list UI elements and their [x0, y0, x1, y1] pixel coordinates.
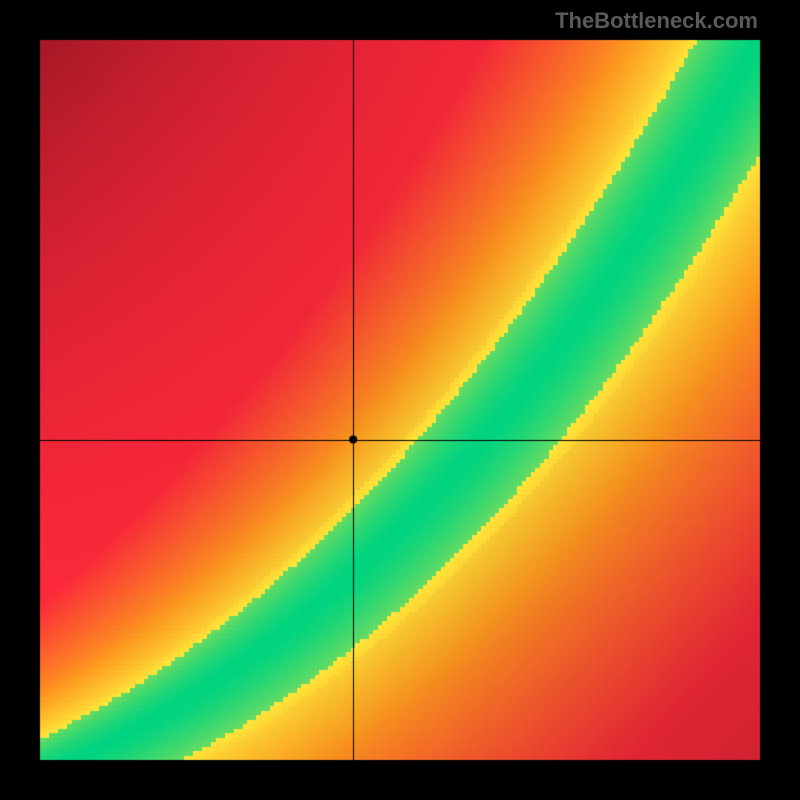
watermark-text: TheBottleneck.com	[555, 8, 758, 34]
bottleneck-heatmap	[0, 0, 800, 800]
